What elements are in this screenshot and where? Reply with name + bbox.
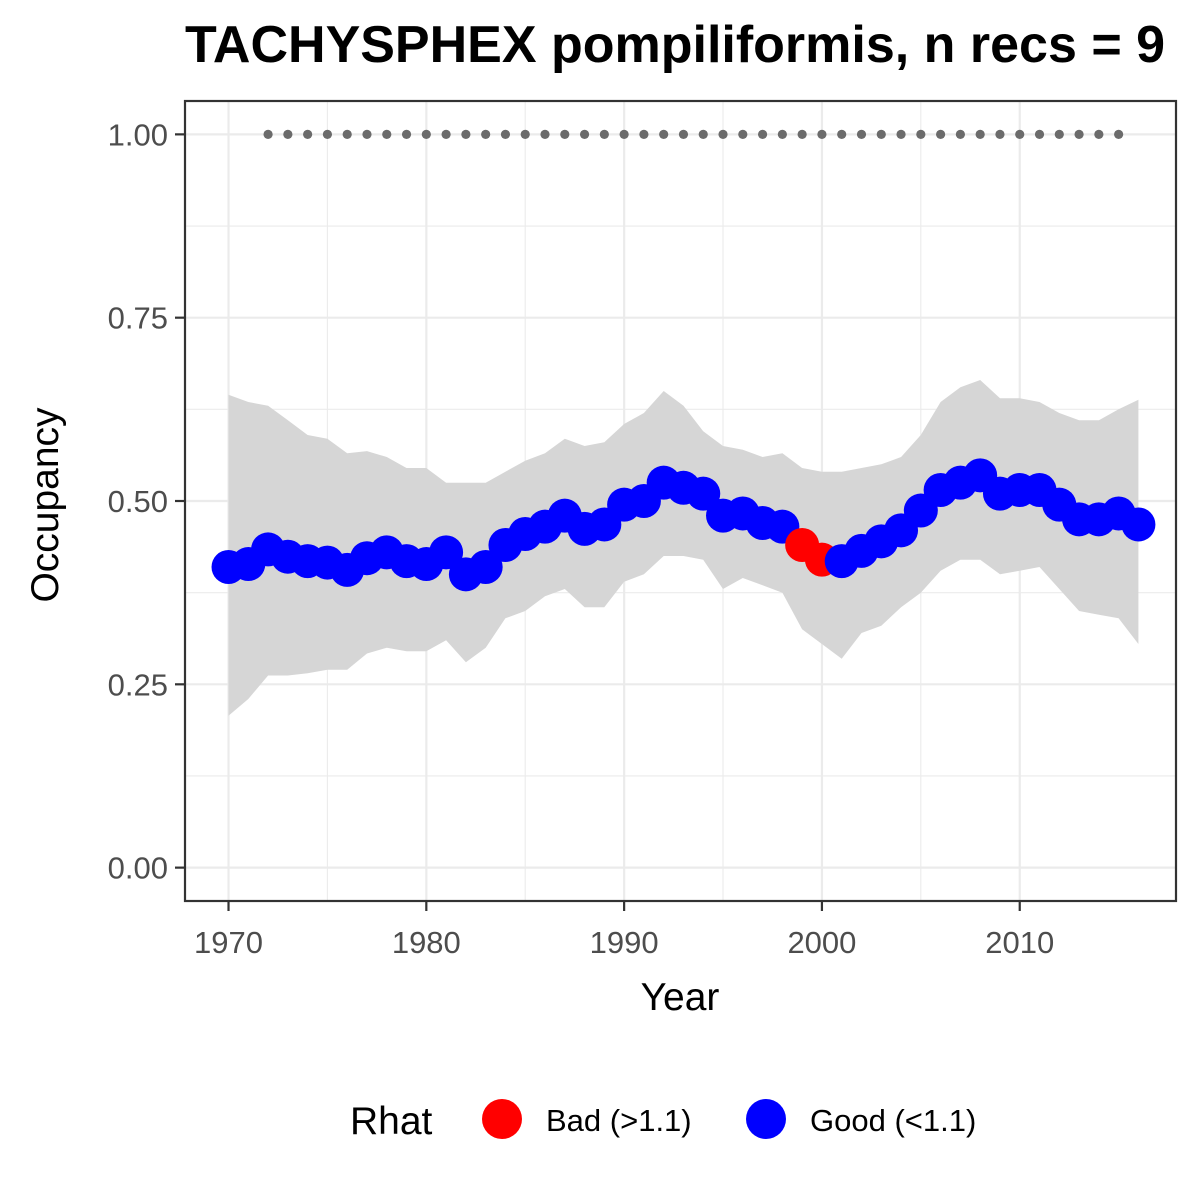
record-point [619,129,629,139]
record-point [322,129,333,139]
record-point [1015,129,1025,139]
x-tick-label: 2000 [787,925,856,960]
record-point [263,129,273,139]
y-tick-label: 0.25 [108,667,168,702]
ribbon-area [228,380,1139,716]
y-axis-title: Occupancy [24,407,67,603]
record-point [303,129,313,139]
record-point [659,129,669,139]
record-point [461,129,471,139]
record-point [817,129,827,139]
x-axis-title: Year [641,976,720,1019]
record-points [263,129,1124,139]
record-point [560,129,570,139]
record-point [837,129,847,139]
y-tick-label: 0.50 [108,484,168,519]
occupancy-point-good [686,476,721,511]
record-point [975,129,985,139]
legend-title: Rhat [350,1100,433,1143]
y-tick-label: 1.00 [108,117,168,152]
confidence-ribbon [228,380,1139,716]
x-tick-label: 1980 [392,925,461,960]
occupancy-point-good [429,535,464,570]
record-point [757,129,768,139]
record-point [1054,129,1064,139]
x-tick-label: 1990 [590,925,659,960]
legend-swatch-bad [482,1099,522,1139]
record-point [639,129,649,139]
record-point [1114,129,1124,139]
record-point [401,129,412,139]
legend-swatch-good [746,1099,786,1139]
record-point [738,129,748,139]
record-point [599,129,609,139]
x-tick-label: 1970 [194,925,263,960]
occupancy-points [211,458,1156,592]
record-point [955,129,965,139]
y-tick-label: 0.75 [108,301,168,336]
record-point [896,129,906,139]
record-point [520,129,530,139]
record-point [1034,129,1045,139]
record-point [916,129,926,139]
record-point [1094,129,1104,139]
y-axis: 0.00 0.25 0.50 0.75 1.00 [108,117,185,886]
legend-label-good: Good (<1.1) [810,1103,976,1138]
record-point [995,129,1005,139]
y-tick-label: 0.00 [108,851,168,886]
record-point [777,129,787,139]
record-point [362,129,372,139]
occupancy-point-good [468,549,503,584]
record-point [1074,129,1084,139]
record-point [481,129,491,139]
record-point [718,129,728,139]
record-point [283,129,293,139]
x-axis: 1970 1980 1990 2000 2010 [194,901,1054,960]
legend-label-bad: Bad (>1.1) [546,1103,692,1138]
record-point [579,129,590,139]
record-point [678,129,689,139]
record-point [540,129,550,139]
record-point [342,129,352,139]
occupancy-point-good [1121,507,1156,542]
record-point [797,129,807,139]
record-point [936,129,946,139]
chart-title: TACHYSPHEX pompiliformis, n recs = 9 [185,16,1165,74]
record-point [876,129,886,139]
record-point [382,129,392,139]
record-point [856,129,867,139]
record-point [441,129,451,139]
record-point [421,129,431,139]
record-point [500,129,511,139]
x-tick-label: 2010 [985,925,1054,960]
legend: Rhat Bad (>1.1) Good (<1.1) [350,1099,976,1143]
record-point [698,129,708,139]
